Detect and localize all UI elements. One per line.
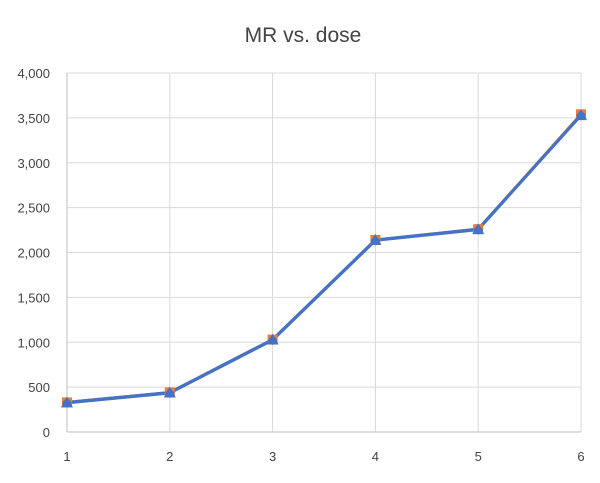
chart-title: MR vs. dose — [245, 24, 362, 47]
data-point — [62, 397, 72, 408]
data-point — [164, 387, 175, 398]
y-tick-label: 2,500 — [17, 201, 50, 216]
data-point — [576, 110, 586, 121]
data-point — [473, 224, 484, 235]
x-tick-label: 4 — [372, 449, 379, 464]
x-tick-label: 3 — [269, 449, 276, 464]
x-tick-label: 5 — [475, 449, 482, 464]
series-line-2 — [65, 113, 583, 404]
series-line-3 — [65, 113, 583, 405]
data-point — [267, 335, 278, 346]
y-tick-label: 3,000 — [17, 156, 50, 171]
grid — [67, 72, 582, 432]
y-tick-label: 1,000 — [17, 335, 50, 350]
data-point — [370, 235, 381, 246]
y-tick-label: 2,000 — [17, 246, 50, 261]
y-tick-label: 0 — [43, 425, 50, 440]
y-tick-label: 3,500 — [17, 111, 50, 126]
y-tick-label: 1,500 — [17, 290, 50, 305]
y-tick-label: 4,000 — [17, 66, 50, 81]
tick-labels: 0 500 1,000 1,500 2,000 2,500 3,000 3,500 4,000 1… — [17, 66, 584, 464]
x-tick-label: 2 — [166, 449, 173, 464]
x-tick-label: 1 — [63, 449, 70, 464]
y-tick-label: 500 — [28, 380, 50, 395]
axes — [66, 73, 581, 433]
series-layer — [61, 109, 587, 408]
x-tick-label: 6 — [577, 449, 584, 464]
series-line-1 — [65, 112, 583, 404]
